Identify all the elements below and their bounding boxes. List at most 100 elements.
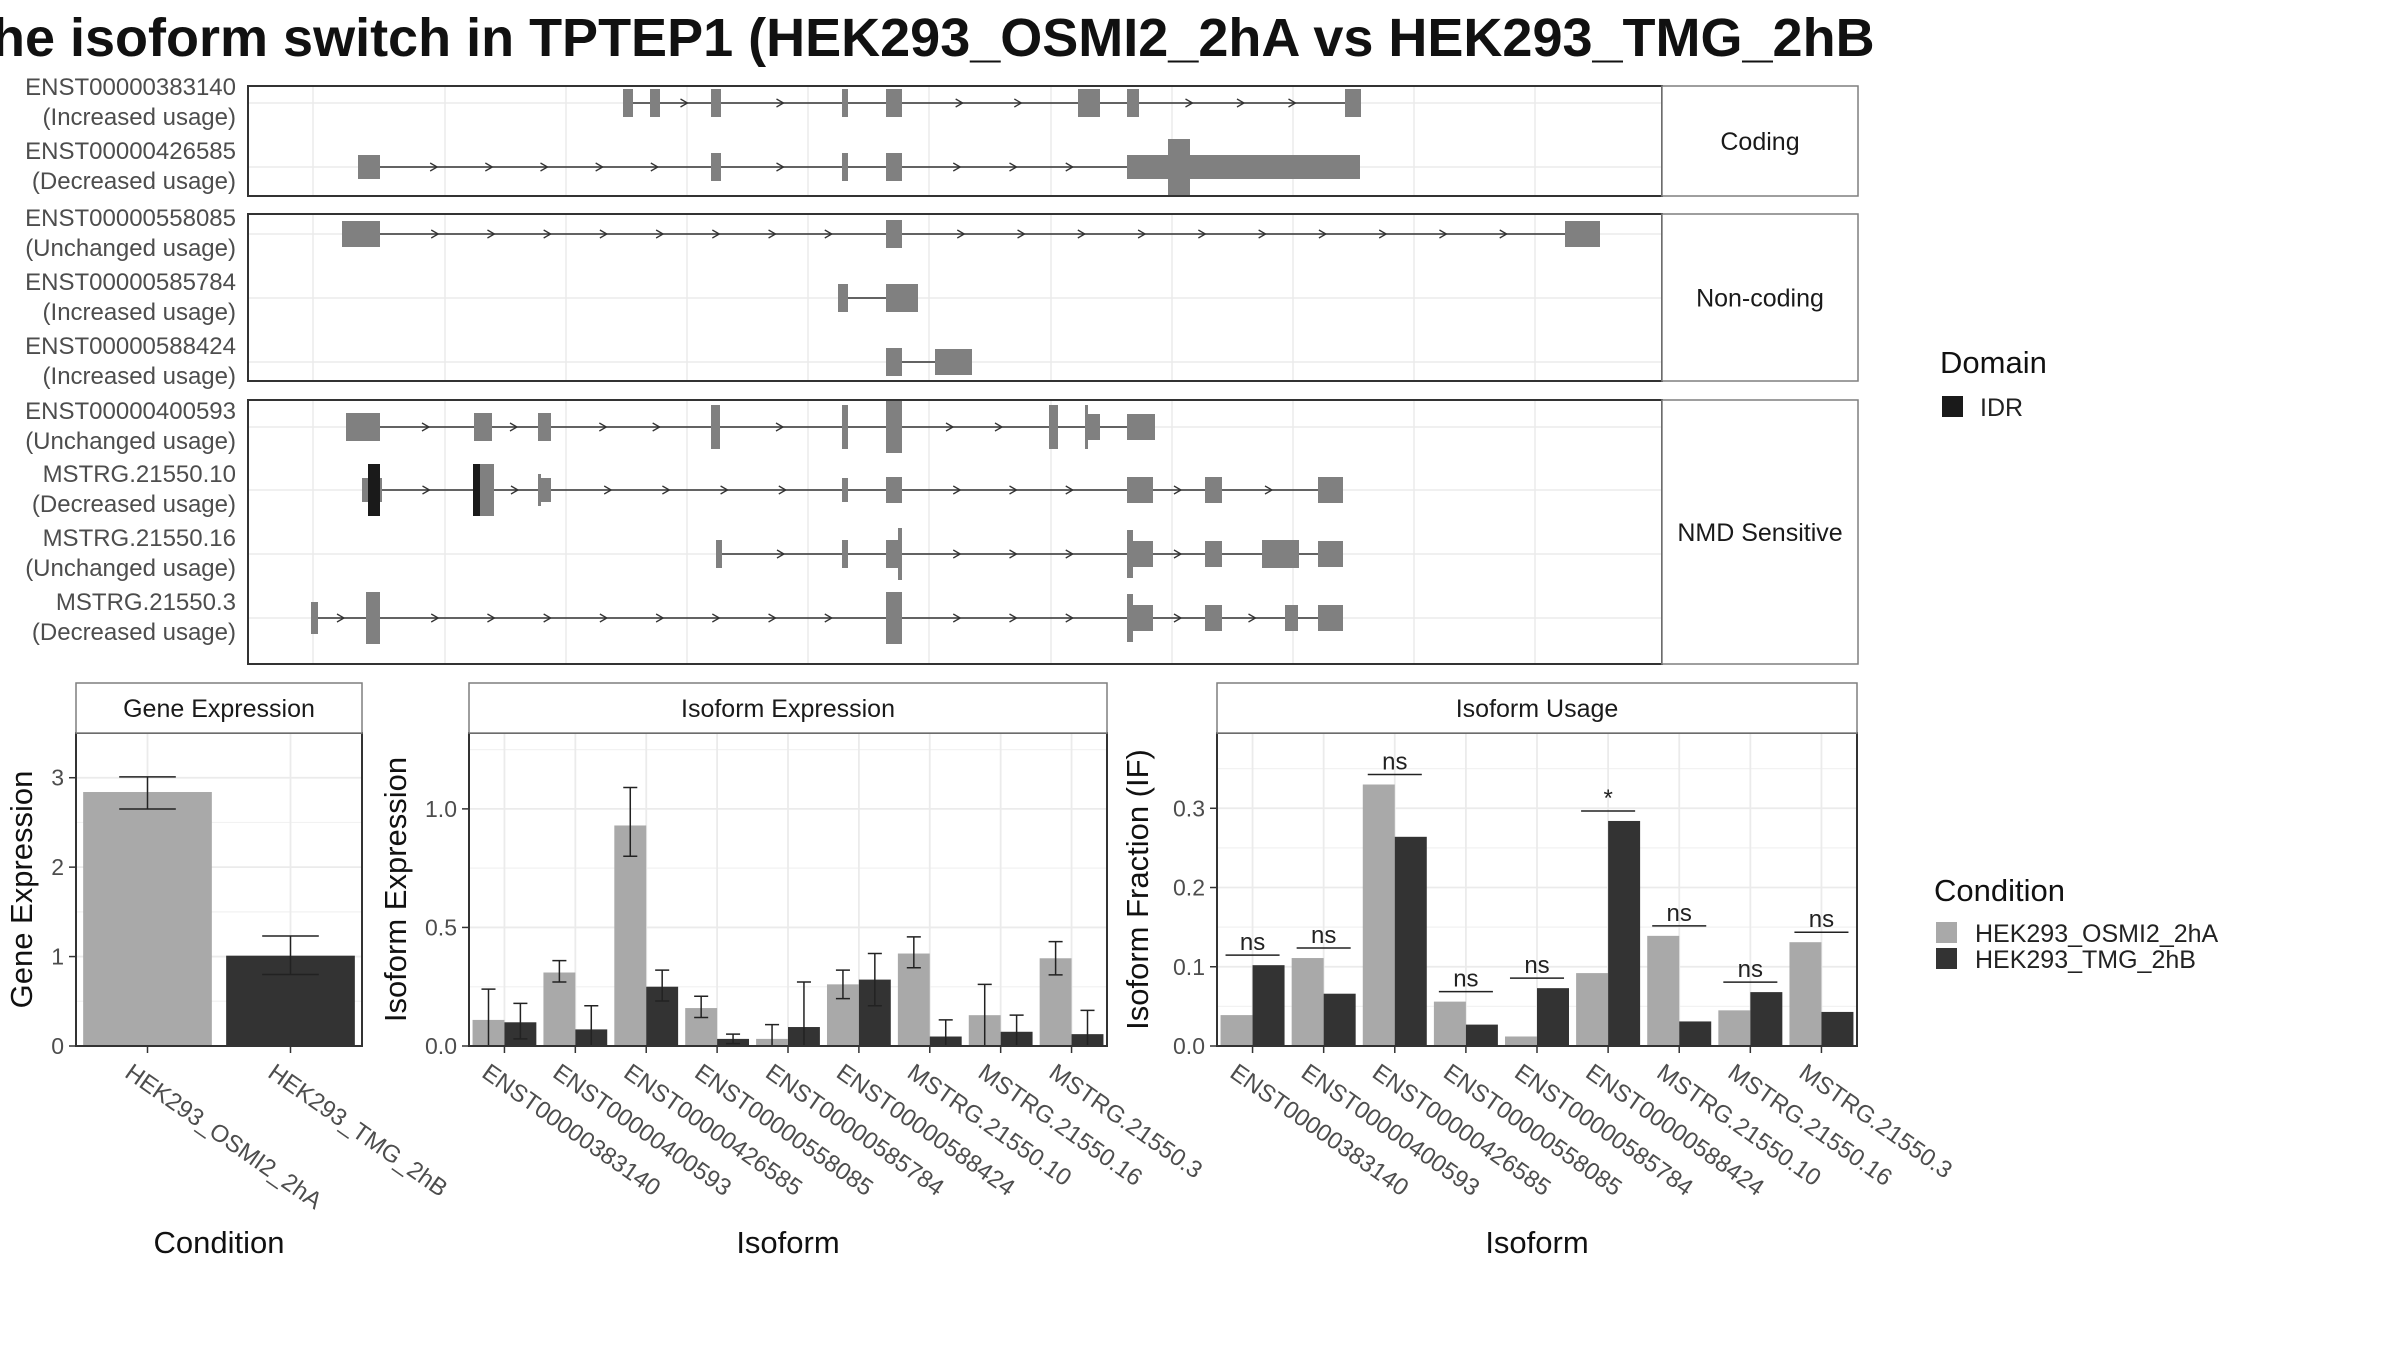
- exon: [1318, 605, 1343, 631]
- facet-strip-label: Coding: [1720, 128, 1799, 156]
- exon: [1565, 221, 1600, 247]
- intron-arrow: [680, 98, 689, 108]
- intron-arrow: [599, 422, 608, 432]
- y-tick-label: 3: [51, 765, 64, 791]
- intron-arrow: [1065, 162, 1075, 172]
- exon: [842, 478, 848, 502]
- isoform-usage-chart: ns ns ns ns ns * ns ns ns Isoform Usage 0.0 0.1 0.2 0…: [1120, 682, 1957, 1260]
- intron-arrow: [712, 229, 721, 239]
- bar: [1252, 965, 1285, 1046]
- exon: [1127, 477, 1153, 503]
- exon: [1318, 477, 1343, 503]
- facet-strip: [1661, 213, 1859, 382]
- transcript-id-label: ENST00000558085: [25, 205, 236, 232]
- intron-arrow: [952, 485, 962, 495]
- legend-title: Condition: [1934, 873, 2065, 908]
- intron-arrow: [1318, 229, 1328, 239]
- exon: [1085, 405, 1088, 449]
- intron-arrow: [1173, 549, 1183, 559]
- error-bar: [262, 935, 319, 976]
- intron-arrow: [430, 613, 440, 623]
- exon: [842, 540, 848, 568]
- intron-arrow: [1014, 98, 1023, 108]
- exon: [346, 413, 380, 441]
- exon: [1127, 414, 1155, 440]
- transcript-id-label: ENST00000585784: [25, 269, 236, 296]
- facet-strip: [75, 682, 363, 734]
- intron-arrow: [768, 613, 777, 623]
- exon: [1127, 594, 1133, 642]
- exon: [380, 478, 382, 502]
- legend-title: Domain: [1940, 345, 2047, 380]
- exon: [1078, 89, 1100, 117]
- bar: [1465, 1024, 1498, 1046]
- intron-arrow: [1288, 98, 1297, 108]
- exon: [1205, 541, 1222, 567]
- exon: [650, 89, 660, 117]
- intron-arrow: [776, 549, 786, 559]
- y-tick-label: 1: [51, 944, 64, 970]
- intron-arrow: [1009, 485, 1018, 495]
- exon: [886, 540, 898, 568]
- intron-arrow: [662, 485, 671, 495]
- y-tick-label: 0.0: [1173, 1033, 1205, 1059]
- exon: [886, 401, 902, 453]
- bar: [543, 972, 576, 1046]
- intron-arrow: [1499, 229, 1509, 239]
- bar: [1789, 942, 1822, 1046]
- intron-arrow: [540, 162, 549, 172]
- exon: [886, 89, 902, 117]
- intron-arrow: [1009, 549, 1018, 559]
- exon: [898, 528, 902, 580]
- idr-domain-exon: [473, 464, 480, 516]
- figure-title: he isoform switch in TPTEP1 (HEK293_OSMI…: [0, 8, 1875, 68]
- error-bar: [513, 1002, 528, 1040]
- intron-arrow: [1439, 229, 1448, 239]
- bar: [897, 953, 930, 1046]
- intron-arrow: [994, 422, 1004, 432]
- exon: [886, 284, 918, 312]
- significance-label: ns: [1382, 749, 1407, 776]
- domain-legend: Domain IDR: [1940, 345, 2047, 422]
- intron-arrow: [1137, 229, 1147, 239]
- error-bar: [623, 786, 638, 858]
- intron-arrow: [955, 98, 964, 108]
- exon: [541, 478, 551, 502]
- transcript-row: ENST00000558085 (Unchanged usage): [25, 205, 1600, 262]
- transcript-usage-label: (Increased usage): [43, 363, 236, 390]
- intron-arrow: [1173, 613, 1183, 623]
- intron-arrow: [655, 613, 665, 623]
- intron-arrow: [1017, 229, 1026, 239]
- exon: [716, 540, 722, 568]
- intron-arrow: [1065, 549, 1075, 559]
- bar: [1537, 988, 1569, 1046]
- y-tick-label: 0.0: [425, 1033, 457, 1059]
- intron-arrow: [720, 485, 729, 495]
- exon: [711, 405, 720, 449]
- y-tick-label: 0.1: [1173, 954, 1205, 980]
- intron-arrow: [650, 162, 660, 172]
- transcript-id-label: MSTRG.21550.3: [56, 589, 236, 616]
- bar: [1291, 958, 1324, 1046]
- transcript-usage-label: (Unchanged usage): [25, 235, 236, 262]
- exon: [366, 592, 380, 644]
- legend-item-label: IDR: [1980, 394, 2023, 422]
- intron-arrow: [487, 613, 496, 623]
- transcript-usage-label: (Increased usage): [43, 104, 236, 131]
- facet-strip: [1661, 85, 1859, 197]
- intron-arrow: [336, 613, 346, 623]
- intron-arrow: [429, 162, 439, 172]
- exon: [474, 413, 492, 441]
- exon: [886, 477, 902, 503]
- intron-arrow: [595, 162, 604, 172]
- exon: [358, 155, 380, 179]
- exon: [1133, 541, 1153, 567]
- bar: [1220, 1015, 1253, 1046]
- intron-arrow: [1185, 98, 1194, 108]
- intron-arrow: [956, 229, 966, 239]
- significance-label: ns: [1240, 929, 1265, 956]
- error-bar: [655, 969, 670, 1002]
- intron-arrow: [1264, 485, 1274, 495]
